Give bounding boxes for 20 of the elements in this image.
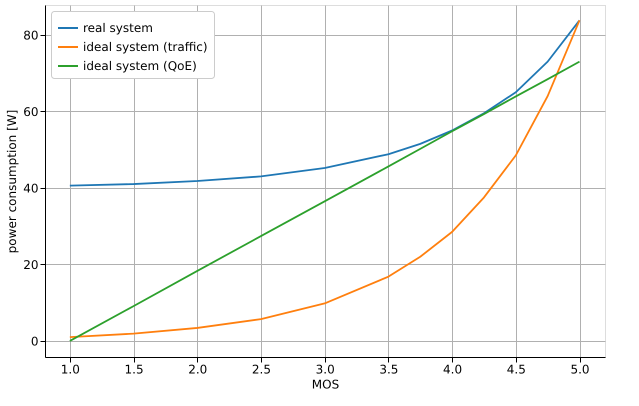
legend-label: ideal system (QoE) [83, 59, 197, 73]
x-tick-label: 2.0 [188, 362, 208, 376]
x-tick-label: 3.5 [379, 362, 398, 376]
x-tick-label: 5.0 [570, 362, 590, 376]
line-series [68, 19, 580, 186]
y-tick-label: 60 [23, 104, 38, 119]
x-axis-title: MOS [312, 378, 340, 392]
y-tick-label: 0 [30, 334, 38, 348]
x-tick-label: 2.5 [252, 362, 272, 376]
x-tick-label: 1.5 [124, 362, 144, 376]
legend-label: real system [83, 21, 153, 35]
x-tick-label: 4.5 [506, 362, 526, 376]
x-tick-label: 4.0 [443, 362, 462, 376]
y-tick-label: 20 [23, 258, 38, 272]
legend-label: ideal system (traffic) [83, 40, 208, 54]
x-tick-label: 1.0 [60, 362, 80, 376]
y-tick-label: 40 [23, 181, 38, 196]
x-tick-label: 3.0 [316, 362, 335, 376]
y-tick-label: 80 [23, 28, 38, 42]
y-axis-title: power consumption [W] [5, 110, 20, 254]
